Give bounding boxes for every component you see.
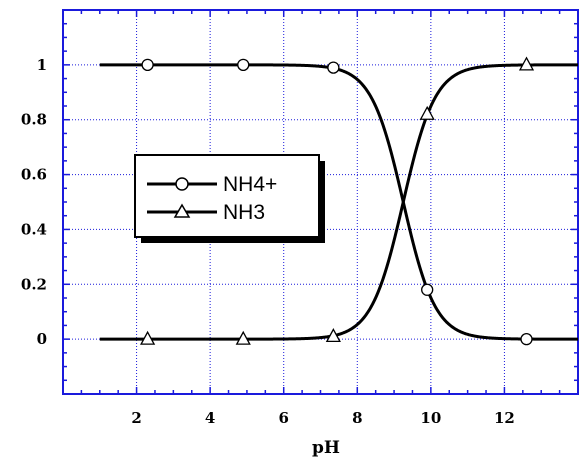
x-tick-label: 4 — [205, 409, 215, 427]
x-tick-label: 2 — [131, 409, 141, 427]
x-axis-label: pH — [312, 438, 340, 458]
x-tick-label: 6 — [278, 409, 288, 427]
x-tick-label: 10 — [420, 409, 441, 427]
y-tick-labels: 0 0.2 0.4 0.6 0.8 1 — [21, 56, 47, 348]
y-tick-label: 0.2 — [21, 275, 47, 293]
minor-ticks — [62, 9, 579, 395]
y-tick-label: 0 — [37, 330, 47, 348]
marker-nh3 — [140, 330, 156, 345]
legend: NH4+ NH3 — [134, 154, 325, 243]
y-tick-label: 0.6 — [21, 166, 47, 184]
x-tick-label: 8 — [352, 409, 362, 427]
legend-marker-nh3 — [173, 203, 191, 218]
markers — [140, 56, 535, 346]
marker-nh4 — [237, 58, 250, 72]
marker-nh3 — [235, 330, 251, 345]
marker-nh3 — [419, 105, 435, 120]
y-tick-label: 0.8 — [21, 111, 47, 129]
marker-nh4 — [421, 283, 434, 296]
x-tick-label: 12 — [494, 409, 515, 427]
marker-nh4 — [141, 58, 154, 72]
y-tick-label: 0.4 — [21, 220, 47, 238]
legend-marker-nh4 — [175, 177, 189, 191]
x-tick-labels: 2 4 6 8 10 12 — [131, 409, 515, 427]
marker-nh3 — [518, 56, 535, 71]
series-line-nh3 — [99, 63, 578, 341]
legend-label-nh3: NH3 — [223, 201, 265, 224]
legend-box — [134, 154, 320, 238]
y-tick-label: 1 — [37, 56, 47, 74]
marker-nh4 — [520, 332, 533, 346]
marker-nh4 — [327, 61, 340, 74]
legend-label-nh4: NH4+ — [223, 173, 277, 196]
marker-nh3 — [325, 328, 341, 343]
